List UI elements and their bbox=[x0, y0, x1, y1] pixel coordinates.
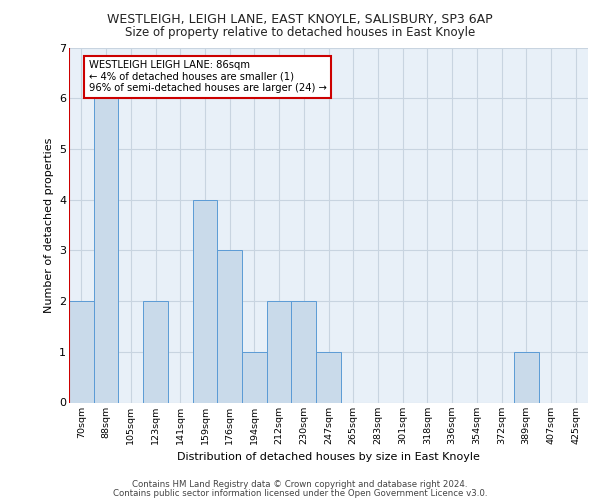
Bar bbox=[94, 98, 118, 402]
Text: Size of property relative to detached houses in East Knoyle: Size of property relative to detached ho… bbox=[125, 26, 475, 39]
Bar bbox=[316, 352, 341, 403]
Bar bbox=[242, 352, 267, 403]
Text: Contains HM Land Registry data © Crown copyright and database right 2024.: Contains HM Land Registry data © Crown c… bbox=[132, 480, 468, 489]
Text: Contains public sector information licensed under the Open Government Licence v3: Contains public sector information licen… bbox=[113, 489, 487, 498]
Bar bbox=[69, 301, 94, 402]
Text: WESTLEIGH LEIGH LANE: 86sqm
← 4% of detached houses are smaller (1)
96% of semi-: WESTLEIGH LEIGH LANE: 86sqm ← 4% of deta… bbox=[89, 60, 326, 94]
Text: WESTLEIGH, LEIGH LANE, EAST KNOYLE, SALISBURY, SP3 6AP: WESTLEIGH, LEIGH LANE, EAST KNOYLE, SALI… bbox=[107, 12, 493, 26]
Bar bbox=[217, 250, 242, 402]
Bar bbox=[514, 352, 539, 403]
X-axis label: Distribution of detached houses by size in East Knoyle: Distribution of detached houses by size … bbox=[177, 452, 480, 462]
Bar bbox=[292, 301, 316, 402]
Bar bbox=[193, 200, 217, 402]
Bar bbox=[143, 301, 168, 402]
Bar bbox=[267, 301, 292, 402]
Y-axis label: Number of detached properties: Number of detached properties bbox=[44, 138, 53, 312]
